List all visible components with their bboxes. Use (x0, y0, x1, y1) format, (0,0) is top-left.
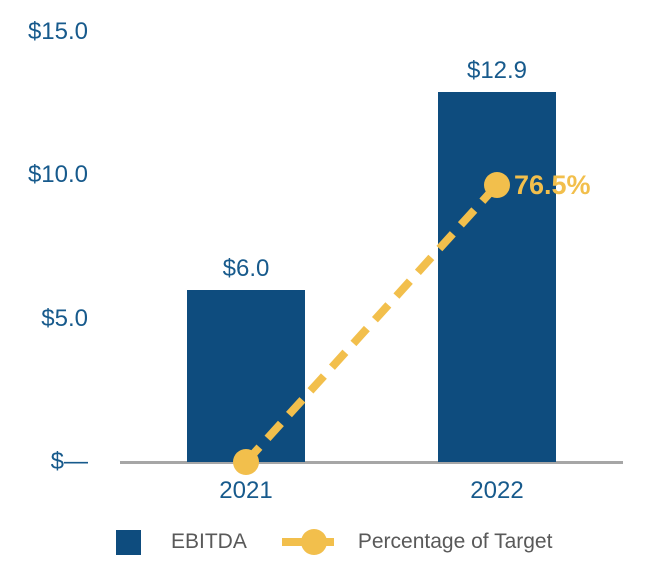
y-tick-label-5: $5.0 (41, 304, 88, 332)
x-axis-label-2021: 2021 (219, 477, 273, 504)
bar-ebitda-2022 (438, 92, 556, 462)
legend-circle-icon (300, 529, 327, 555)
y-tick-label-0: $— (50, 448, 88, 475)
y-tick-label-10: $10.0 (27, 161, 88, 188)
bar-ebitda-2021 (187, 290, 305, 462)
legend-ebitda-label: EBITDA (171, 530, 247, 553)
percentage-value-label: 76.5% (514, 170, 591, 200)
legend-ebitda-swatch-icon (116, 529, 141, 555)
bar-value-label-2021: $6.0 (222, 255, 270, 282)
legend-percentage-label: Percentage of Target (357, 530, 553, 553)
bar-value-label-2022: $12.9 (466, 57, 528, 84)
legend: EBITDA Percentage of Target (116, 527, 552, 557)
y-tick-label-15: $15.0 (27, 17, 88, 45)
x-axis-label-2022: 2022 (470, 477, 524, 504)
legend-dashed-line-icon (281, 529, 346, 555)
